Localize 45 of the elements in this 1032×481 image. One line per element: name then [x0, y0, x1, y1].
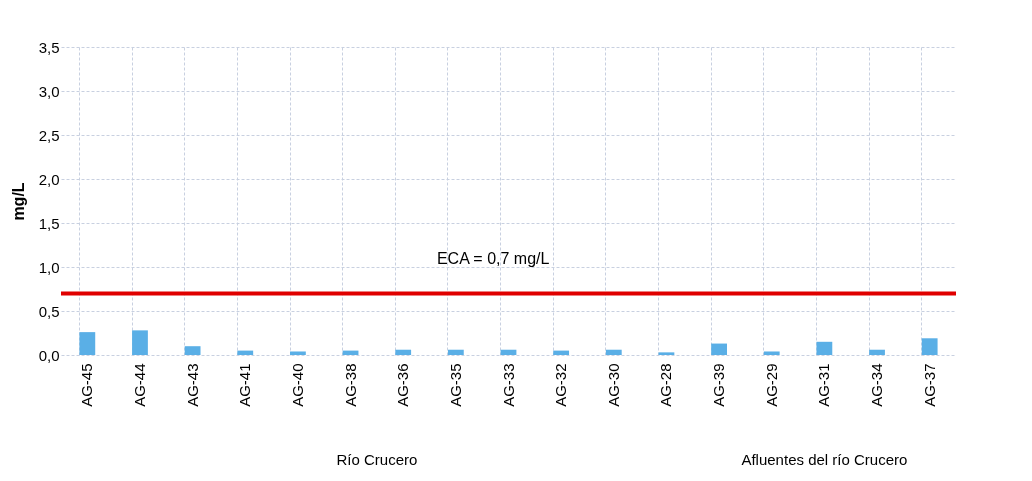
x-tick-label: AG-28 [657, 363, 675, 407]
bar [921, 338, 938, 355]
bar [290, 351, 306, 355]
bar [79, 332, 96, 355]
x-tick-label: AG-41 [236, 363, 254, 407]
y-axis-title: mg/L [9, 182, 27, 221]
bar [658, 352, 675, 355]
bar [237, 350, 254, 355]
text: Río Crucero [336, 451, 418, 468]
x-tick-label: AG-37 [920, 363, 938, 407]
bar [869, 349, 885, 355]
bar [605, 349, 622, 355]
x-tick-label: AG-32 [552, 363, 570, 407]
y-tick-label: 2,0 [38, 170, 60, 188]
y-tick-label: 1,5 [38, 214, 60, 232]
bar [184, 346, 201, 355]
y-tick-label: 2,5 [38, 126, 60, 144]
y-tick-label: 3,5 [38, 38, 60, 56]
bar [763, 351, 780, 355]
bar [132, 330, 148, 355]
x-tick-label: AG-39 [710, 363, 728, 407]
y-tick-label: 0,0 [38, 346, 60, 364]
x-tick-label: AG-44 [130, 363, 148, 407]
y-tick-label: 1,0 [38, 258, 60, 276]
x-tick-label: AG-35 [446, 363, 464, 407]
x-tick-label: AG-33 [499, 363, 517, 407]
y-tick-label: 3,0 [38, 82, 60, 100]
x-tick-label: AG-30 [604, 363, 622, 407]
bar [447, 349, 464, 355]
x-tick-label: AG-36 [394, 363, 412, 407]
x-tick-label: AG-31 [815, 363, 833, 407]
x-tick-label: AG-34 [868, 363, 886, 407]
x-tick-label: AG-29 [762, 363, 780, 407]
bar [711, 343, 727, 355]
text: Afluentes del río Crucero [741, 451, 908, 468]
bar [553, 350, 570, 355]
x-tick-label: AG-40 [288, 363, 306, 407]
bar [816, 341, 833, 355]
bar [500, 349, 517, 355]
x-tick-label: AG-45 [78, 363, 96, 407]
x-tick-label: AG-38 [341, 363, 359, 407]
x-tick-label: AG-43 [183, 363, 201, 407]
bar [395, 349, 412, 355]
y-tick-label: 0,5 [38, 302, 60, 320]
ref-line-label: ECA = 0,7 mg/L [436, 250, 550, 268]
